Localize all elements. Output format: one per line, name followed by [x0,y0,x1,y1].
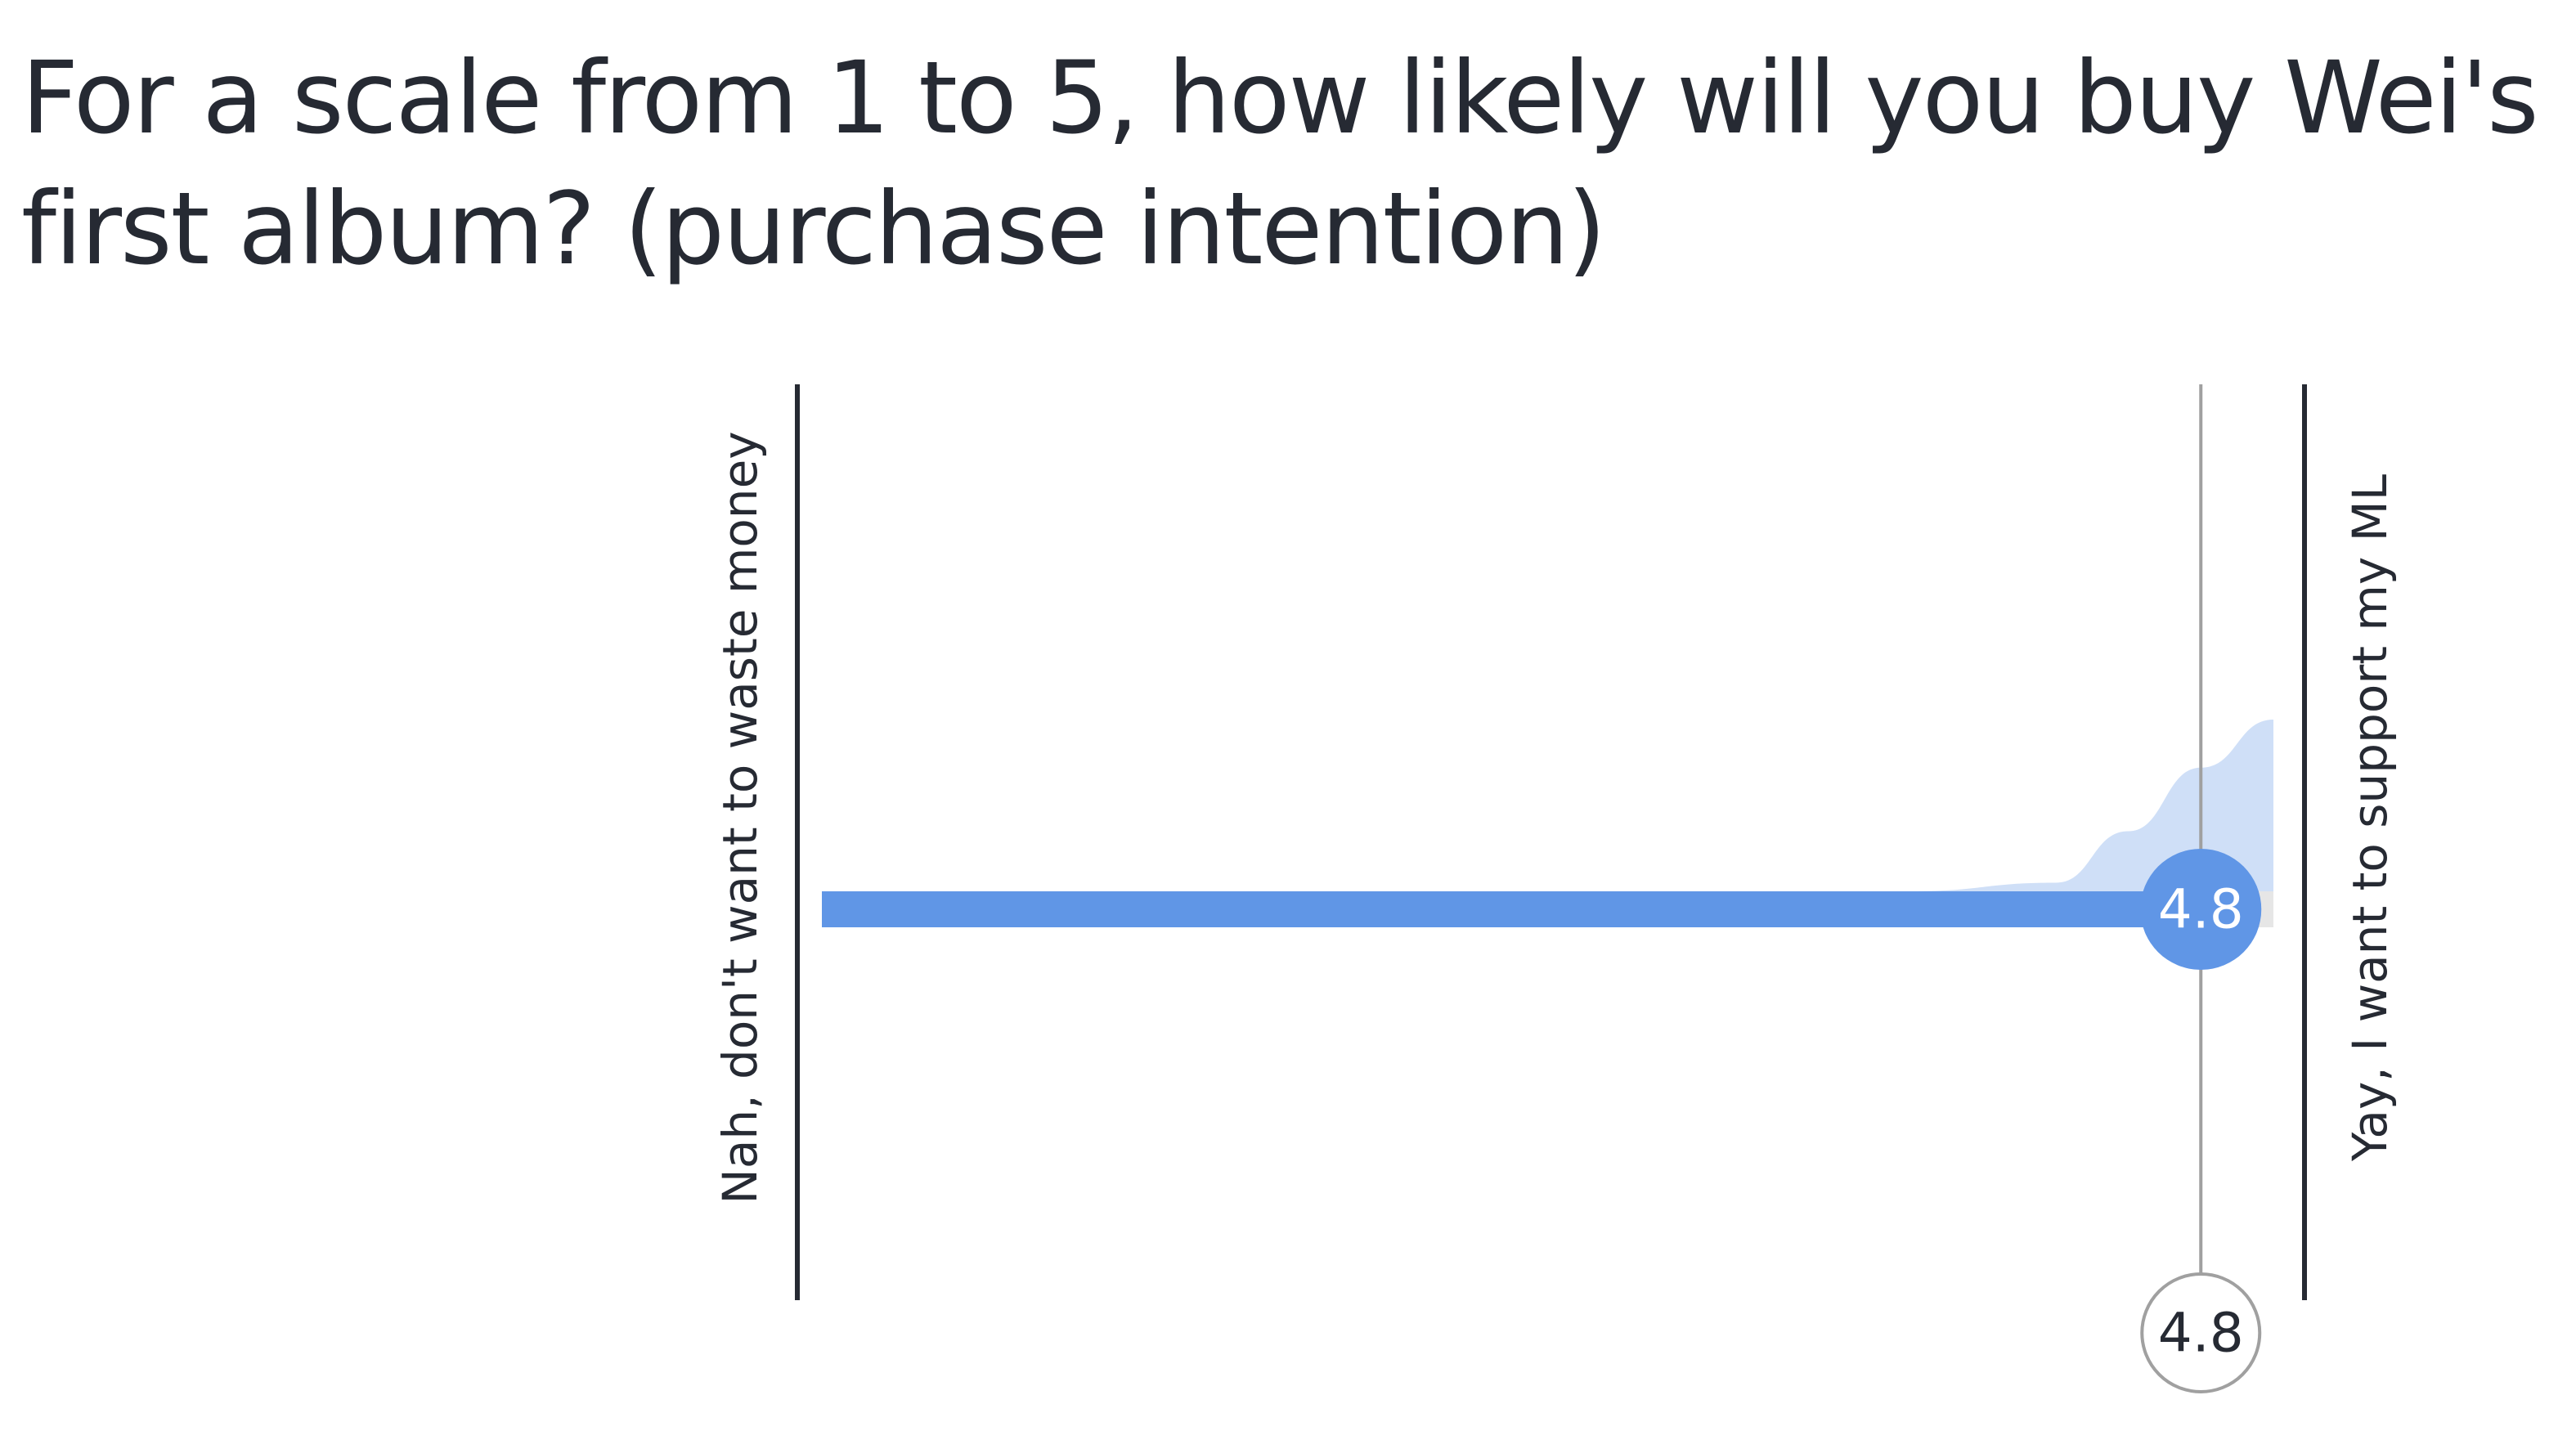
mean-bubble[interactable] [2140,849,2262,970]
mean-bubble-label: 4.8 [2158,878,2244,941]
mean-marker-label: 4.8 [2158,1302,2244,1365]
distribution-area [822,720,2273,891]
mean-marker-circle [2140,1272,2262,1393]
scale-max-label: Yay, I want to support my ML [2342,474,2398,1162]
mean-bar [822,891,2201,927]
scale-min-label: Nah, don't want to waste money [712,431,768,1204]
chart-title: For a scale from 1 to 5, how likely will… [21,40,2539,287]
